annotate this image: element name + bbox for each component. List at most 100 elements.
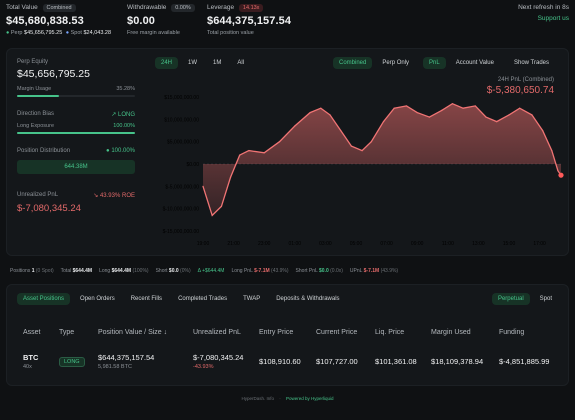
support-link[interactable]: Support us [537,15,569,22]
pnl-point [462,107,464,109]
footer-right[interactable]: Powered by Hyperliquid [286,396,334,401]
tab-mode-perp-only[interactable]: Perp Only [382,60,410,66]
tab-metric-account-value[interactable]: Account Value [455,60,494,66]
total-value: $45,680,838.53 [6,15,84,27]
leverage-block: Leverage 14.13x $644,375,157.54 Total po… [207,4,291,36]
pnl-point [557,170,559,172]
pnl-summary-value: $-5,380,650.74 [486,85,554,96]
pnl-point [361,150,363,152]
tab-open-orders[interactable]: Open Orders [80,296,115,302]
market-tabs: Perpetual Spot [491,293,558,305]
row-leverage: 40x [23,364,32,370]
pnl-point [309,112,311,114]
withdrawable-badge: 0.00% [171,4,195,12]
pnl-point [382,120,385,123]
summary-positions-label: Positions [10,268,31,274]
pnl-point [263,152,265,154]
y-tick-label: $-15,000,000.00 [163,229,200,235]
total-value-label: Total Value [6,4,38,11]
tab-range-1w[interactable]: 1W [188,60,198,66]
perp-label: Perp [10,30,23,36]
tab-perpetual[interactable]: Perpetual [491,293,530,305]
header-position-value[interactable]: Position Value / Size ↓ [98,329,167,336]
tab-range-1m[interactable]: 1M [213,60,222,66]
summary-short-extra: (0%) [180,268,191,274]
sort-down-icon[interactable]: ↓ [163,329,168,336]
summary-upnl-extra: (43.9%) [380,268,399,274]
tab-asset-positions[interactable]: Asset Positions [17,293,71,305]
perp-equity-value: $45,656,795.25 [17,68,90,80]
table-row[interactable]: BTC 40x LONG $644,375,157.54 5,981.58 BT… [7,349,570,375]
unrealized-pnl-label: Unrealized PnL [17,192,59,198]
withdrawable-block: Withdrawable 0.00% $0.00 Free margin ava… [127,4,195,36]
main-panel: Perp Equity $45,656,795.25 Margin Usage … [6,48,569,256]
summary-short-pnl-extra: (0.0x) [330,268,343,274]
combined-badge: Combined [42,4,76,12]
header-funding[interactable]: Funding [499,329,525,336]
header-position-value-label: Position Value / Size [98,329,162,336]
pnl-summary: 24H PnL (Combined) $-5,380,650.74 [487,77,554,96]
refresh-text: Next refresh in 8s [518,4,569,11]
summary-long-value: $644.4M [111,268,132,274]
summary-positions-extra: (0 Spot) [35,268,54,274]
row-margin-used: $18,109,378.94 [431,357,484,366]
pnl-point [340,129,342,132]
y-tick-label: $-5,000,000.00 [165,184,199,190]
header-margin-used[interactable]: Margin Used [431,329,471,336]
show-trades-button[interactable]: Show Trades [513,60,550,66]
x-tick-label: 13:00 [472,241,485,247]
summary-long-extra: (100%) [132,268,149,274]
header-type[interactable]: Type [59,329,75,336]
summary-long-pnl-label: Long PnL [231,268,253,274]
trend-down-icon: ↘ [93,193,99,199]
tab-recent-fills[interactable]: Recent Fills [130,296,163,302]
pnl-point [211,214,213,216]
tab-spot[interactable]: Spot [539,296,552,302]
total-value-block: Total Value Combined $45,680,838.53 ● Pe… [6,4,111,36]
summary-long-pnl-extra: (43.9%) [271,268,289,274]
summary-upnl-label: UPnL [349,268,363,274]
tab-metric-pnl[interactable]: PnL [423,57,446,69]
refresh-block: Next refresh in 8s Support us [518,4,569,22]
tab-completed-trades[interactable]: Completed Trades [178,296,228,302]
y-tick-label: $15,000,000.00 [164,95,199,101]
header-entry-price[interactable]: Entry Price [259,329,294,336]
header-asset[interactable]: Asset [23,329,41,336]
current-point-marker [558,172,564,178]
pnl-line [202,102,562,217]
row-type-badge: LONG [59,357,85,367]
spot-value: $24,043.28 [83,30,112,36]
header-unrealized-pnl[interactable]: Unrealized PnL [193,329,241,336]
position-distribution-bar[interactable]: 644.38M [17,160,135,174]
trend-up-icon: ↗ [111,112,117,118]
withdrawable-value: $0.00 [127,15,156,27]
tab-twap[interactable]: TWAP [243,296,261,302]
x-tick-label: 21:00 [227,241,240,247]
header-liq-price[interactable]: Liq. Price [375,329,405,336]
tab-mode-combined[interactable]: Combined [333,57,373,69]
tab-deposits-withdrawals[interactable]: Deposits & Withdrawals [276,296,340,302]
y-tick-label: $10,000,000.00 [164,117,199,123]
footer-left[interactable]: HyperDash. Info [241,396,274,401]
table-tabs: Asset Positions Open Orders Recent Fills… [17,293,346,305]
y-tick-label: $-10,000,000.00 [163,207,200,213]
pnl-point [350,145,353,147]
x-tick-label: 05:00 [350,241,363,247]
tab-range-all[interactable]: All [237,60,245,66]
pnl-point [278,141,281,143]
long-exposure-label: Long Exposure [17,123,54,129]
left-metrics: Perp Equity $45,656,795.25 Margin Usage … [17,59,135,214]
withdrawable-label: Withdrawable [127,4,167,11]
margin-usage-track [17,95,135,97]
pnl-point [405,105,408,107]
positions-summary-bar: Positions 1 (0 Spot) Total $644.4M Long … [10,268,398,274]
tab-range-24h[interactable]: 24H [155,57,179,69]
pnl-point [542,129,544,132]
pnl-chart[interactable]: $15,000,000.00 $10,000,000.00 $5,000,000.0… [155,93,567,249]
x-tick-label: 23:00 [258,241,271,247]
pnl-point [416,112,418,114]
direction-bias-value: LONG [117,112,135,118]
header-current-price[interactable]: Current Price [316,329,358,336]
row-funding: $-4,851,885.99 [499,357,550,366]
footer: HyperDash. Info · Powered by Hyperliquid [241,396,334,401]
